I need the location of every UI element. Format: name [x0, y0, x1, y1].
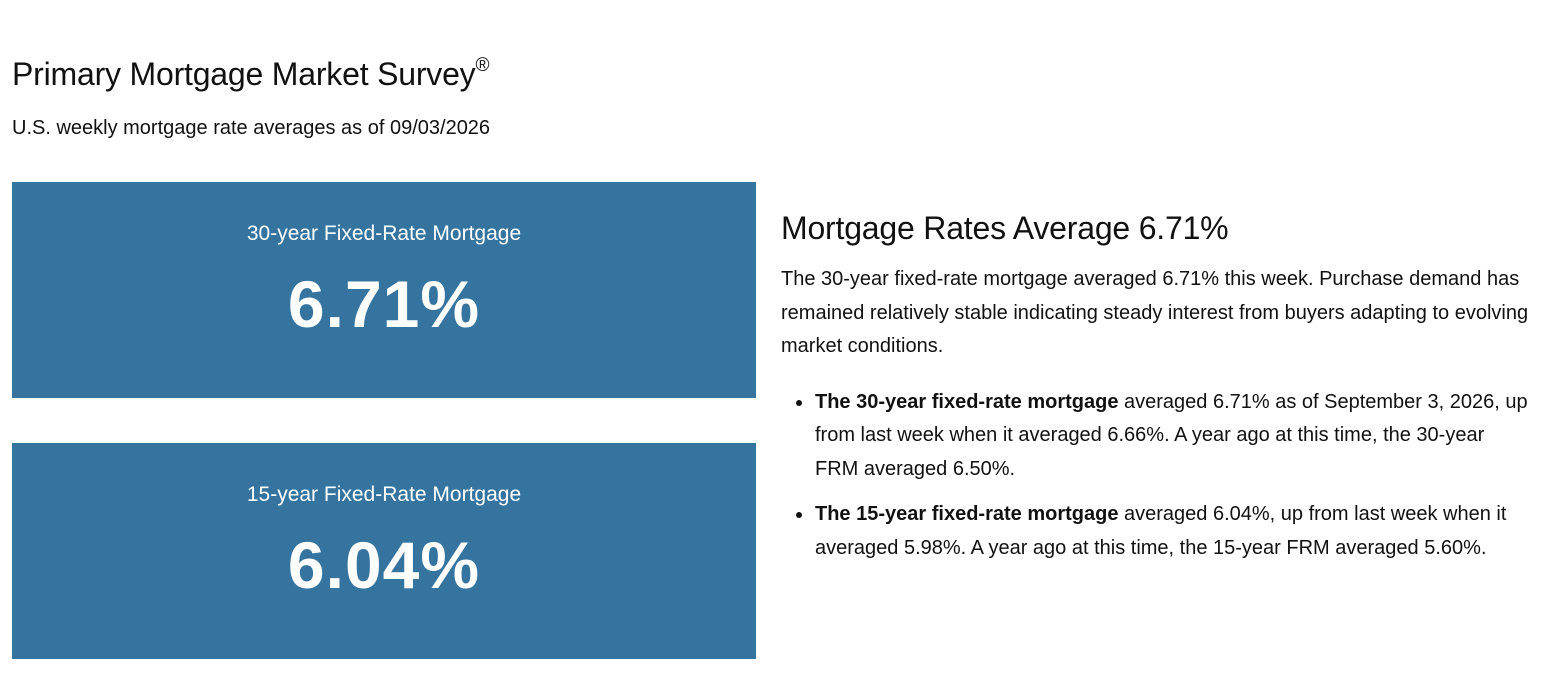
rate-card-label: 15-year Fixed-Rate Mortgage — [246, 483, 522, 506]
bullet-dot-icon — [796, 512, 802, 518]
summary-body: The 30-year fixed-rate mortgage averaged… — [781, 268, 1529, 357]
bullet-text: averaged 6.04%, up from last week when i… — [815, 503, 1507, 559]
summary-bullet-list: The 30-year fixed-rate mortgage averaged… — [781, 386, 1541, 566]
rates-summary: Mortgage Rates Average 6.71% The 30-year… — [781, 205, 1541, 577]
registered-mark: ® — [475, 55, 490, 77]
rate-card-15-year: 15-year Fixed-Rate Mortgage 6.04% — [12, 443, 756, 659]
summary-bullet-30-year: The 30-year fixed-rate mortgage averaged… — [781, 386, 1533, 487]
bullet-text: averaged 6.71% as of September 3, 2026, … — [815, 390, 1528, 480]
bullet-lead: The 15-year fixed-rate mortgage — [815, 503, 1119, 525]
summary-heading: Mortgage Rates Average 6.71% — [781, 210, 1229, 246]
rate-card-value: 6.71% — [287, 267, 481, 341]
bullet-lead: The 30-year fixed-rate mortgage — [815, 390, 1119, 413]
page-subtitle: U.S. weekly mortgage rate averages as of… — [12, 117, 491, 139]
rate-card-label: 30-year Fixed-Rate Mortgage — [246, 222, 522, 245]
rate-card-value: 6.04% — [287, 528, 481, 602]
bullet-dot-icon — [796, 399, 802, 406]
rate-card-30-year: 30-year Fixed-Rate Mortgage 6.71% — [12, 182, 756, 398]
page-title-text: Primary Mortgage Market Survey — [12, 56, 476, 92]
page-title: Primary Mortgage Market Survey® — [12, 52, 489, 96]
summary-bullet-15-year: The 15-year fixed-rate mortgage averaged… — [781, 498, 1533, 565]
